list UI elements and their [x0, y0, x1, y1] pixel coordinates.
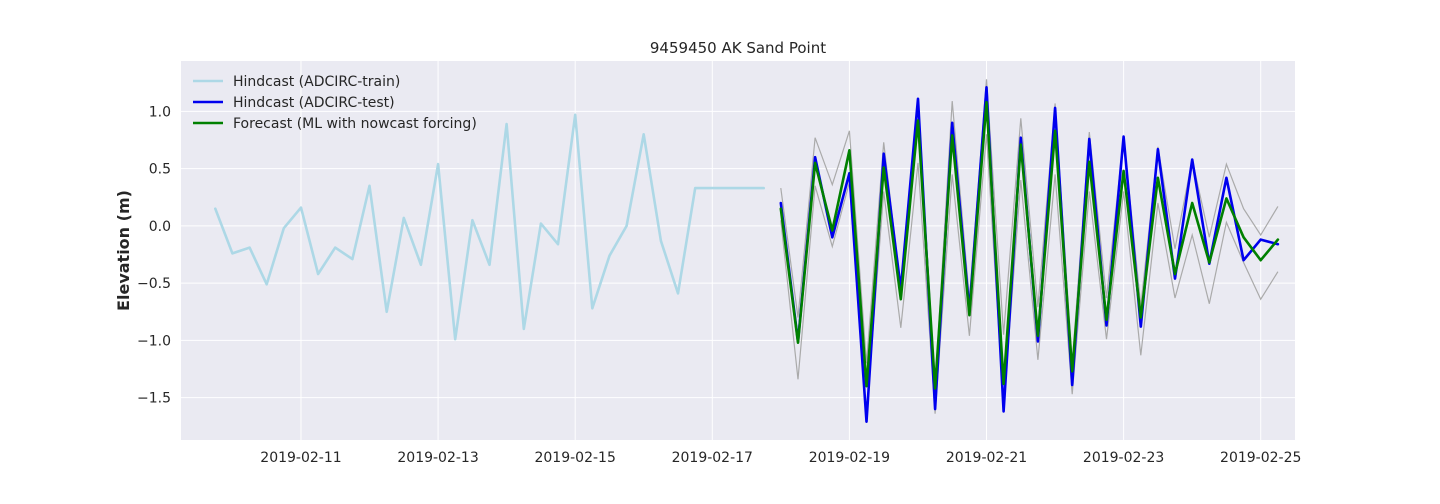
x-tick-label: 2019-02-13	[397, 450, 478, 466]
x-tick-label: 2019-02-23	[1083, 450, 1164, 466]
x-tick-label: 2019-02-11	[260, 450, 341, 466]
y-tick-label: −1.5	[137, 391, 171, 407]
plot-area	[181, 61, 1295, 440]
x-axis: 2019-02-11 2019-02-13 2019-02-15 2019-02-17…	[260, 450, 1301, 466]
legend-label: Hindcast (ADCIRC-test)	[233, 95, 395, 111]
legend-label: Hindcast (ADCIRC-train)	[233, 74, 400, 90]
y-axis-label: Elevation (m)	[114, 190, 133, 311]
legend: Hindcast (ADCIRC-train) Hindcast (ADCIRC-…	[193, 74, 477, 132]
series-forecast-line	[779, 100, 1280, 390]
series-layer	[214, 86, 1280, 424]
y-axis: −1.5 −1.0 −0.5 0.0 0.5 1.0	[137, 104, 171, 406]
x-tick-label: 2019-02-15	[534, 450, 615, 466]
chart-title: 9459450 AK Sand Point	[650, 39, 826, 57]
series-hindcast-train-line	[214, 113, 766, 341]
y-tick-label: −0.5	[137, 276, 171, 292]
x-tick-label: 2019-02-19	[809, 450, 890, 466]
x-tick-label: 2019-02-25	[1220, 450, 1301, 466]
y-tick-label: 0.5	[149, 162, 171, 178]
x-tick-label: 2019-02-21	[946, 450, 1027, 466]
y-tick-label: −1.0	[137, 333, 171, 349]
y-tick-label: 1.0	[149, 104, 171, 120]
x-tick-label: 2019-02-17	[672, 450, 753, 466]
y-tick-label: 0.0	[149, 219, 171, 235]
legend-label: Forecast (ML with nowcast forcing)	[233, 116, 477, 132]
